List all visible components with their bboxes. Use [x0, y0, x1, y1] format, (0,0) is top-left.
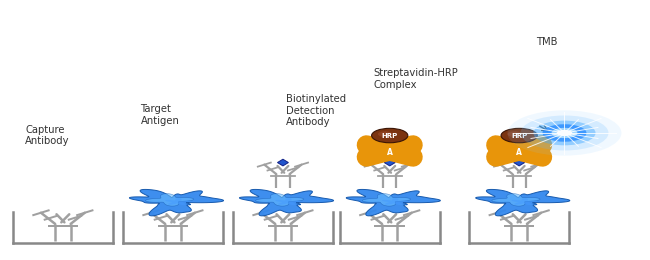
Circle shape [556, 130, 572, 136]
Polygon shape [278, 159, 289, 166]
Text: TMB: TMB [536, 37, 558, 47]
Circle shape [552, 128, 577, 138]
Text: Target
Antigen: Target Antigen [140, 104, 179, 126]
Polygon shape [165, 198, 191, 205]
Text: HRP: HRP [511, 133, 527, 139]
Text: Streptavidin-HRP
Complex: Streptavidin-HRP Complex [374, 68, 458, 90]
Circle shape [508, 110, 621, 156]
Circle shape [543, 124, 586, 142]
Circle shape [521, 115, 608, 151]
Polygon shape [492, 194, 540, 206]
Polygon shape [275, 198, 301, 205]
Polygon shape [382, 198, 408, 205]
Text: A: A [516, 148, 522, 157]
Text: A: A [387, 148, 393, 157]
Polygon shape [255, 194, 304, 206]
Text: Capture
Antibody: Capture Antibody [25, 125, 70, 146]
Polygon shape [239, 190, 333, 216]
Polygon shape [146, 194, 194, 206]
Polygon shape [129, 190, 224, 216]
Polygon shape [363, 194, 411, 206]
Text: HRP: HRP [382, 133, 398, 139]
Polygon shape [346, 190, 441, 216]
Polygon shape [514, 159, 525, 166]
Text: Biotinylated
Detection
Antibody: Biotinylated Detection Antibody [286, 94, 346, 127]
Circle shape [508, 131, 522, 137]
Polygon shape [384, 159, 395, 166]
Circle shape [378, 131, 393, 137]
Circle shape [372, 128, 408, 143]
Circle shape [501, 128, 538, 143]
Circle shape [534, 121, 595, 145]
Polygon shape [476, 190, 570, 216]
Polygon shape [512, 198, 538, 205]
